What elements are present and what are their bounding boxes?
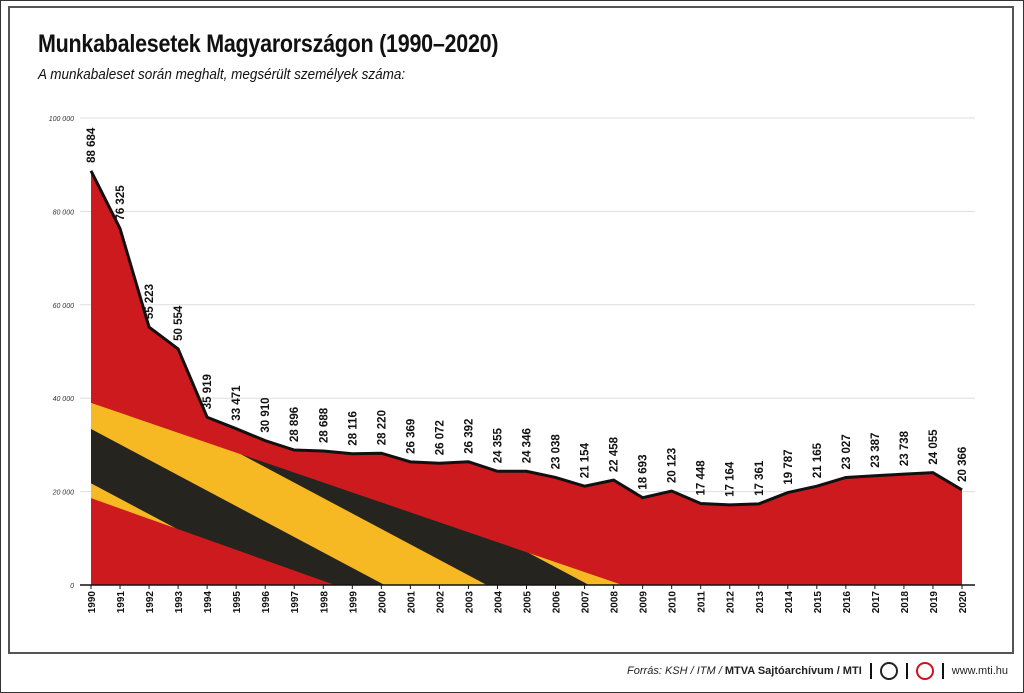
y-tick-label: 0 — [70, 583, 74, 590]
x-tick-label: 2013 — [755, 591, 766, 614]
data-label: 28 220 — [376, 410, 388, 445]
y-tick-label: 40 000 — [53, 396, 75, 403]
x-tick-label: 2007 — [581, 591, 592, 614]
data-label: 17 448 — [696, 460, 708, 496]
x-tick-label: 2003 — [464, 591, 475, 614]
x-tick-label: 1999 — [348, 591, 359, 614]
x-tick-label: 2016 — [842, 591, 853, 614]
data-label: 19 787 — [783, 449, 795, 484]
data-label: 17 164 — [725, 461, 737, 497]
data-label: 18 693 — [638, 455, 650, 490]
data-label: 28 896 — [289, 407, 301, 442]
y-tick-label: 60 000 — [53, 303, 75, 310]
data-label: 24 055 — [928, 429, 940, 465]
data-label: 23 038 — [551, 434, 563, 470]
x-tick-label: 2011 — [697, 591, 708, 613]
data-label: 17 361 — [754, 460, 766, 496]
chart-frame — [8, 6, 1014, 654]
data-label: 76 325 — [115, 185, 127, 221]
x-tick-label: 1997 — [290, 591, 301, 614]
y-tick-label: 20 000 — [52, 490, 75, 497]
data-label: 55 223 — [144, 284, 156, 319]
x-tick-label: 2001 — [406, 591, 417, 614]
x-tick-label: 2014 — [784, 591, 795, 614]
x-tick-label: 2000 — [377, 591, 388, 614]
data-label: 21 165 — [812, 442, 824, 478]
x-tick-label: 1993 — [174, 591, 185, 614]
chart-title: Munkabalesetek Magyarországon (1990–2020… — [38, 30, 499, 58]
x-tick-label: 2004 — [493, 591, 504, 614]
data-label: 28 116 — [347, 411, 359, 446]
x-tick-label: 2012 — [726, 591, 737, 614]
x-tick-label: 1995 — [232, 591, 243, 614]
x-tick-label: 2005 — [523, 591, 534, 614]
website-link[interactable]: www.mti.hu — [951, 665, 1008, 677]
data-label: 22 458 — [609, 436, 621, 472]
x-tick-label: 2020 — [958, 591, 969, 614]
series-line — [89, 170, 963, 507]
data-label: 35 919 — [202, 374, 214, 409]
x-tick-label: 1998 — [319, 591, 330, 614]
x-tick-label: 1991 — [116, 591, 127, 614]
hazard-stripe-band — [91, 402, 623, 585]
divider — [869, 663, 872, 679]
data-label: 88 684 — [86, 127, 98, 163]
y-tick-label: 100 000 — [49, 116, 74, 123]
x-tick-label: 2010 — [668, 591, 679, 614]
y-tick-label: 80 000 — [53, 209, 75, 216]
x-tick-label: 2019 — [929, 591, 940, 614]
data-label: 26 369 — [405, 419, 417, 454]
data-label: 26 392 — [463, 419, 475, 454]
data-label: 23 387 — [870, 433, 882, 468]
data-label: 50 554 — [173, 305, 185, 341]
data-label: 26 072 — [434, 420, 446, 455]
mtva-logo-icon — [879, 662, 898, 680]
divider — [905, 663, 908, 679]
x-tick-label: 2015 — [813, 591, 824, 614]
data-label: 20 366 — [957, 447, 969, 482]
chart-subtitle: A munkabaleset során meghalt, megsérült … — [38, 66, 406, 83]
divider — [941, 663, 944, 679]
source-credit: Forrás: KSH / ITM / MTVA Sajtóarchívum /… — [627, 665, 862, 677]
footer: Forrás: KSH / ITM / MTVA Sajtóarchívum /… — [627, 662, 1008, 680]
data-label: 23 738 — [899, 430, 911, 466]
x-tick-label: 2008 — [610, 591, 621, 614]
x-tick-label: 2002 — [435, 591, 446, 614]
data-label: 24 346 — [522, 428, 534, 463]
x-tick-label: 1992 — [145, 591, 156, 614]
data-label: 30 910 — [260, 397, 272, 432]
data-label: 24 355 — [492, 427, 504, 463]
data-label: 28 688 — [318, 407, 330, 443]
data-label: 20 123 — [667, 448, 679, 483]
x-tick-label: 2006 — [552, 591, 563, 614]
x-tick-label: 1996 — [261, 591, 272, 614]
mti-logo-icon — [915, 662, 934, 680]
x-tick-label: 2018 — [900, 591, 911, 614]
data-label: 33 471 — [231, 385, 243, 421]
x-tick-label: 2009 — [639, 591, 650, 614]
x-tick-label: 2017 — [871, 591, 882, 614]
x-tick-label: 1990 — [87, 591, 98, 614]
data-label: 21 154 — [580, 442, 592, 478]
data-label: 23 027 — [841, 434, 853, 469]
x-tick-label: 1994 — [203, 591, 214, 614]
